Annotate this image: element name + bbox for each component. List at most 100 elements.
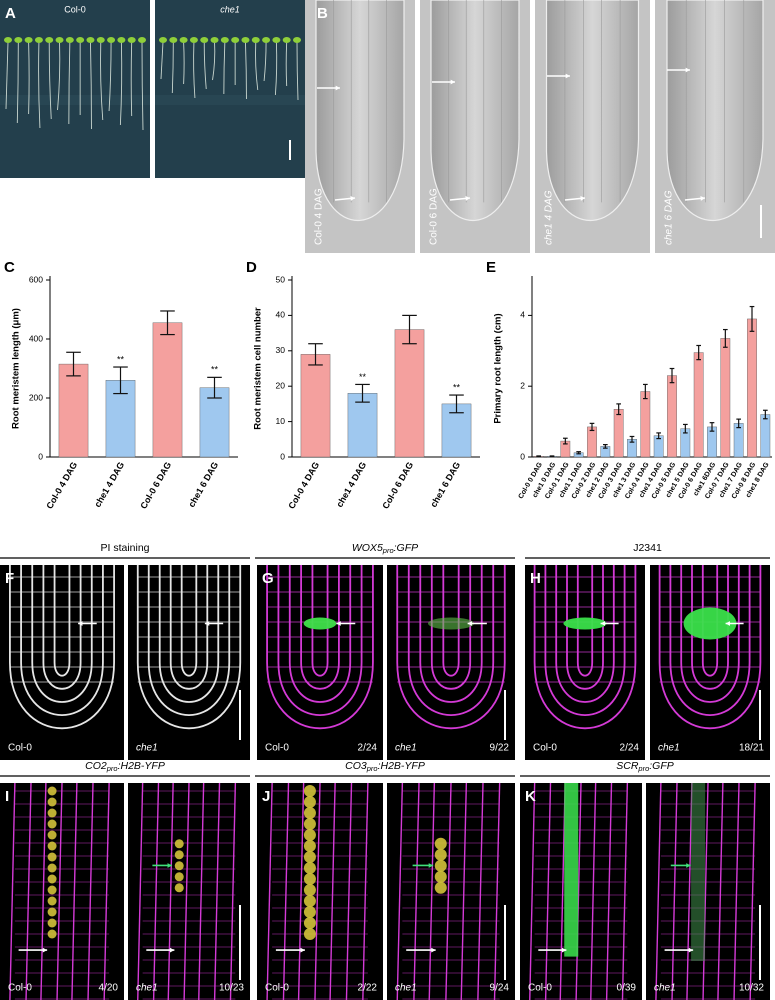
significance-label: ** [211,365,219,375]
cell-file [297,783,305,1000]
cell-layer [396,565,506,729]
cotyledon [189,37,198,43]
nucleus [434,837,447,850]
significance-label: ** [359,372,367,382]
root [285,41,288,87]
genotype-label: che1 [654,983,676,994]
cell-file [87,783,94,1000]
cotyledon [200,37,209,43]
image-bg [646,783,770,1000]
arrow-head [204,621,210,626]
image-bg [128,565,250,760]
cell-file [329,783,336,1000]
nucleus [47,852,57,862]
nucleus [303,796,316,808]
y-tick-label: 0 [520,451,525,461]
image-bg [257,783,383,1000]
cell-file [9,783,16,1000]
figure-panel: CO2pro:H2B-YFP Col-0 4/20 che1 10/23 I [0,760,250,1000]
header-rest: :GFP [394,542,419,554]
error-bar [683,423,688,434]
cell-file [198,783,205,1000]
arrow-head [167,863,172,868]
genotype-label: che1 [658,743,680,754]
cotyledon [272,37,281,43]
micrograph [646,783,770,1000]
gfp-signal [564,783,579,957]
error-bar [616,403,621,416]
image-label: che1 4 DAG [544,190,555,245]
genotype-label: che1 [136,983,158,994]
bar [613,409,624,458]
cell-layer [680,565,740,703]
error-bar [402,314,417,345]
cell-file [445,783,452,1000]
cell-file [686,783,693,1000]
error-bar [749,305,755,332]
root [16,41,19,124]
cotyledon [210,37,219,43]
cell-file [396,783,404,1000]
y-tick-label: 20 [276,380,286,390]
panel-letter: A [5,5,16,22]
root [255,41,259,91]
header-rest: :H2B-YFP [378,760,425,772]
nucleus [47,830,57,840]
header-gene: CO3 [345,760,367,772]
image-bg [0,0,150,178]
cell-file [167,783,174,1000]
x-tick-label: che1 4 DAG [334,460,368,509]
y-tick-label: 400 [29,333,43,343]
root [38,41,41,129]
nucleus [303,807,316,819]
error-bar [763,409,768,420]
header-gene: CO2 [85,760,107,772]
cell-layer [9,565,115,729]
nucleus [434,881,447,894]
panel-letter: H [530,570,541,587]
bar [760,414,771,458]
cell-layer [180,565,198,677]
error-bar [160,310,175,336]
arrow-head [688,947,694,953]
cotyledon [282,37,291,43]
cell-layer [277,565,363,716]
micrograph [535,0,650,253]
nucleus [303,829,316,841]
cell-file [590,783,597,1000]
figure-panel: WOX5pro:GFP Col-0 2/24 che1 9/22 G [255,542,515,760]
nucleus [174,872,184,882]
cell-file [477,783,484,1000]
genotype-label: Col-0 [265,743,289,754]
x-tick-label: che1 6 DAG [186,460,220,509]
cell-file [229,783,237,1000]
error-bar [669,367,675,384]
image-label: Col-0 4 DAG [314,188,325,245]
arrow-head [335,85,340,91]
panel-letter: J [262,788,270,805]
cell-layer [555,565,615,703]
arrow-head [336,621,341,626]
figure-panel: J2341 Col-0 2/24 che1 18/21 H [525,542,770,760]
cotyledon [14,37,23,43]
root [160,41,164,80]
nucleus [303,840,316,852]
bar [300,354,331,458]
ratio-label: 4/20 [99,983,119,994]
nucleus [303,906,316,918]
image-bg [0,783,124,1000]
ratio-label: 2/24 [358,743,378,754]
y-tick-label: 2 [520,380,525,390]
cell-file [529,783,536,1000]
cell-file [56,783,63,1000]
bar [720,338,731,458]
micrograph [155,0,305,178]
cotyledon [231,37,240,43]
arrow-head [600,621,605,626]
cell-file [282,783,290,1000]
cell-file [183,783,190,1000]
panel-letter: B [317,5,328,22]
root [274,41,278,96]
cotyledon [262,37,271,43]
